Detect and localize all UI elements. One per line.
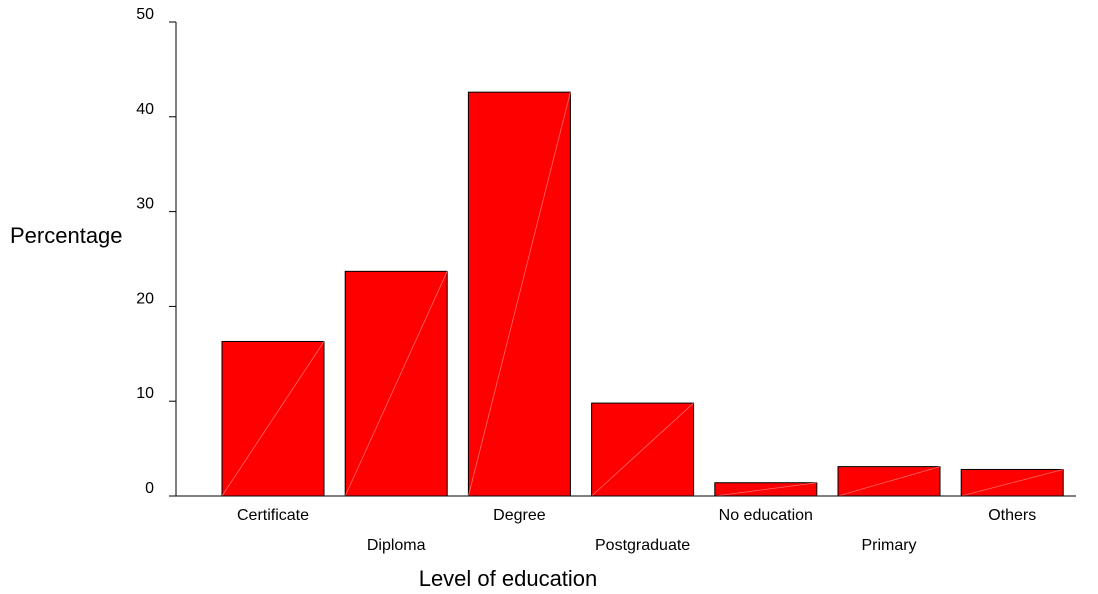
bars [221,91,1064,497]
bar-shading-line [714,482,817,497]
x-tick-label: Degree [493,507,546,524]
y-tick-label: 50 [136,6,154,23]
x-tick-label: Others [988,507,1036,524]
x-tick-label: Primary [861,537,916,554]
y-tick-label: 10 [136,385,154,402]
x-tick-label: Diploma [367,537,426,554]
y-tick-label: 0 [145,480,154,497]
y-tick-label: 20 [136,290,154,307]
y-axis-title: Percentage [10,223,123,248]
x-tick-label: Postgraduate [595,537,690,554]
bar-shading-line [837,466,941,497]
y-tick-label: 40 [136,101,154,118]
bar-shading-line [221,341,325,497]
bar-shading-line [591,402,694,497]
x-tick-label: No education [719,507,813,524]
y-tick-label: 30 [136,196,154,213]
x-tick-label: Certificate [237,507,309,524]
x-axis-title: Level of education [419,566,598,591]
bar-shading-line [468,92,571,497]
bar-shading-line [961,469,1064,497]
y-axis-ticks: 0 10 20 30 40 50 [136,6,176,497]
bar-shading-line [344,271,448,497]
x-axis-labels: Certificate Diploma Degree Postgraduate No e… [237,507,1036,554]
